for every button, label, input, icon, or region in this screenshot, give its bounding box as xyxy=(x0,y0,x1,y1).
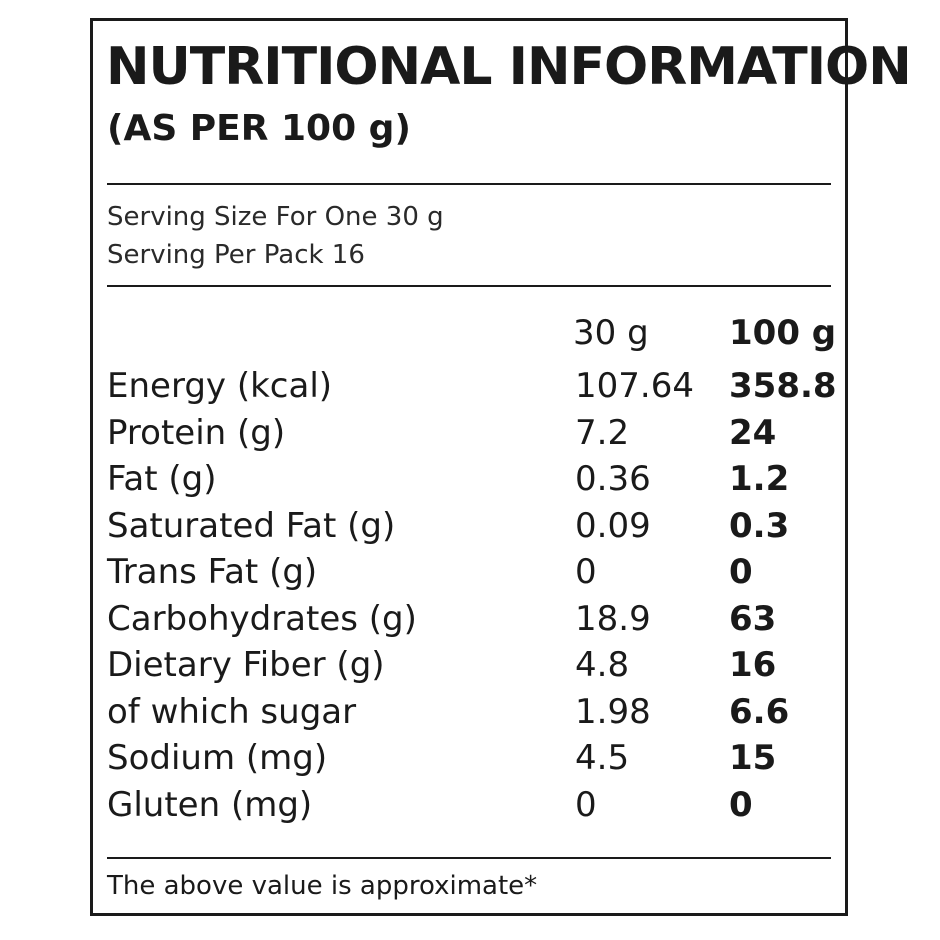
nutrient-row-saturated-fat: Saturated Fat (g) 0.09 0.3 xyxy=(93,503,845,550)
nutrient-table: Energy (kcal) 107.64 358.8 Protein (g) 7… xyxy=(93,363,845,828)
nutrient-label: Trans Fat (g) xyxy=(107,552,318,592)
per-100g-value: 1.2 xyxy=(729,459,790,499)
per-100g-value: 24 xyxy=(729,412,777,453)
divider-middle xyxy=(107,285,831,287)
column-header-per-100g: 100 g xyxy=(729,313,837,353)
per-100g-value: 6.6 xyxy=(729,691,790,732)
divider-top xyxy=(107,183,831,185)
nutrient-row-gluten: Gluten (mg) 0 0 xyxy=(93,782,845,829)
label-subtitle: (AS PER 100 g) xyxy=(107,108,411,149)
nutrient-label: Energy (kcal) xyxy=(107,366,333,406)
per-serving-value: 1.98 xyxy=(575,691,651,732)
per-serving-value: 0 xyxy=(575,784,597,825)
per-100g-value: 0.3 xyxy=(729,505,790,546)
serving-size-text: Serving Size For One 30 g xyxy=(107,202,444,232)
per-serving-value: 7.2 xyxy=(575,412,630,453)
divider-bottom xyxy=(107,857,831,859)
nutrient-row-sodium: Sodium (mg) 4.5 15 xyxy=(93,735,845,782)
nutrition-label-panel: NUTRITIONAL INFORMATION (AS PER 100 g) S… xyxy=(90,18,912,916)
nutrient-label: Carbohydrates (g) xyxy=(107,598,417,639)
per-serving-value: 0.09 xyxy=(575,505,651,546)
nutrient-label: Dietary Fiber (g) xyxy=(107,645,385,685)
nutrient-row-dietary-fiber: Dietary Fiber (g) 4.8 16 xyxy=(93,642,845,689)
nutrient-label: Gluten (mg) xyxy=(107,784,313,825)
per-serving-value: 0 xyxy=(575,552,597,592)
servings-per-pack-text: Serving Per Pack 16 xyxy=(107,240,365,270)
per-100g-value: 358.8 xyxy=(729,366,837,406)
per-serving-value: 107.64 xyxy=(575,366,694,406)
per-serving-value: 4.5 xyxy=(575,738,630,778)
per-serving-value: 0.36 xyxy=(575,459,651,499)
nutrient-label: Saturated Fat (g) xyxy=(107,505,396,546)
nutrient-row-trans-fat: Trans Fat (g) 0 0 xyxy=(93,549,845,596)
per-100g-value: 63 xyxy=(729,598,777,639)
nutrient-row-fat: Fat (g) 0.36 1.2 xyxy=(93,456,845,503)
nutrient-row-sugar: of which sugar 1.98 6.6 xyxy=(93,689,845,736)
label-title: NUTRITIONAL INFORMATION xyxy=(106,37,912,97)
nutrient-label: Sodium (mg) xyxy=(107,738,328,778)
per-100g-value: 15 xyxy=(729,738,777,778)
per-100g-value: 0 xyxy=(729,552,753,592)
approximation-footnote: The above value is approximate* xyxy=(107,871,538,901)
per-100g-value: 0 xyxy=(729,784,753,825)
nutrient-label: Fat (g) xyxy=(107,459,217,499)
nutrient-label: of which sugar xyxy=(107,691,357,732)
nutrient-row-energy: Energy (kcal) 107.64 358.8 xyxy=(93,363,845,410)
per-100g-value: 16 xyxy=(729,645,777,685)
nutrient-row-carbohydrates: Carbohydrates (g) 18.9 63 xyxy=(93,596,845,643)
per-serving-value: 4.8 xyxy=(575,645,630,685)
nutrient-label: Protein (g) xyxy=(107,412,286,453)
column-header-per-serving: 30 g xyxy=(573,313,649,353)
per-serving-value: 18.9 xyxy=(575,598,651,639)
nutrient-row-protein: Protein (g) 7.2 24 xyxy=(93,410,845,457)
